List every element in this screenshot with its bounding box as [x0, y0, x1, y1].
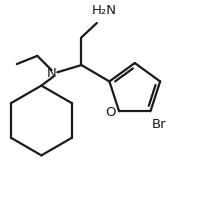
Text: H₂N: H₂N — [92, 4, 117, 17]
Text: Br: Br — [151, 119, 166, 131]
Text: O: O — [105, 106, 116, 119]
Text: N: N — [46, 67, 56, 80]
